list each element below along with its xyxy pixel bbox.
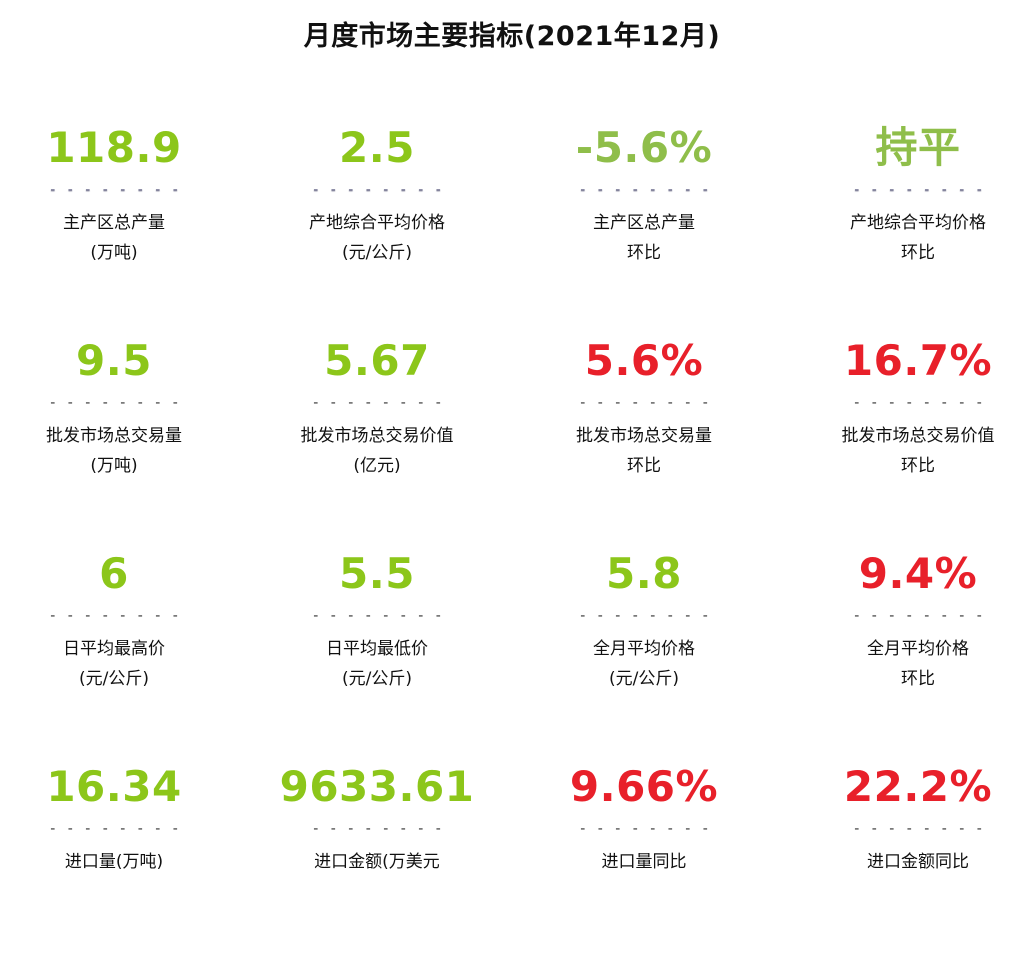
page-title: 月度市场主要指标(2021年12月) [0,14,1024,53]
indicator-value: 9633.61 [247,757,507,817]
indicator-unit: (亿元) [247,451,507,481]
divider: - - - - - - - - [788,612,1024,620]
divider: - - - - - - - - [0,825,244,833]
indicator-value: 6 [0,544,244,604]
indicator-label: 批发市场总交易量 [514,421,774,451]
indicator-card-import-value: 9633.61 - - - - - - - - 进口金额(万美元 [247,757,507,877]
indicator-unit: 环比 [514,451,774,481]
indicator-grid: 118.9 - - - - - - - - 主产区总产量 (万吨) 2.5 - … [0,118,1024,970]
indicator-value: 16.34 [0,757,244,817]
indicator-unit: 环比 [788,664,1024,694]
divider: - - - - - - - - [0,399,244,407]
indicator-card-wholesale-volume: 9.5 - - - - - - - - 批发市场总交易量 (万吨) [0,331,244,481]
indicator-card-wholesale-volume-mom: 5.6% - - - - - - - - 批发市场总交易量 环比 [514,331,774,481]
divider: - - - - - - - - [514,186,774,194]
indicator-label: 产地综合平均价格 [788,208,1024,238]
indicator-value: 5.5 [247,544,507,604]
indicator-label: 进口量(万吨) [0,847,244,877]
indicator-label: 产地综合平均价格 [247,208,507,238]
indicator-card-monthly-avg-price-mom: 9.4% - - - - - - - - 全月平均价格 环比 [788,544,1024,694]
indicator-label: 主产区总产量 [0,208,244,238]
indicator-unit: 环比 [514,238,774,268]
divider: - - - - - - - - [0,186,244,194]
indicator-label: 日平均最低价 [247,634,507,664]
indicator-unit: (万吨) [0,238,244,268]
indicator-value: 118.9 [0,118,244,178]
indicator-label: 批发市场总交易价值 [788,421,1024,451]
indicator-card-wholesale-value: 5.67 - - - - - - - - 批发市场总交易价值 (亿元) [247,331,507,481]
indicator-card-daily-low-price: 5.5 - - - - - - - - 日平均最低价 (元/公斤) [247,544,507,694]
indicator-value: -5.6% [514,118,774,178]
indicator-label: 批发市场总交易价值 [247,421,507,451]
indicator-label: 批发市场总交易量 [0,421,244,451]
indicator-card-import-volume: 16.34 - - - - - - - - 进口量(万吨) [0,757,244,877]
divider: - - - - - - - - [247,825,507,833]
indicator-label: 进口金额(万美元 [247,847,507,877]
indicator-unit: 环比 [788,451,1024,481]
indicator-unit: 环比 [788,238,1024,268]
indicator-card-monthly-avg-price: 5.8 - - - - - - - - 全月平均价格 (元/公斤) [514,544,774,694]
indicator-card-wholesale-value-mom: 16.7% - - - - - - - - 批发市场总交易价值 环比 [788,331,1024,481]
indicator-card-daily-high-price: 6 - - - - - - - - 日平均最高价 (元/公斤) [0,544,244,694]
indicator-label: 主产区总产量 [514,208,774,238]
indicator-value: 9.66% [514,757,774,817]
divider: - - - - - - - - [247,612,507,620]
indicator-card-output-mom: -5.6% - - - - - - - - 主产区总产量 环比 [514,118,774,268]
indicator-value: 9.4% [788,544,1024,604]
indicator-value: 9.5 [0,331,244,391]
indicator-value: 5.6% [514,331,774,391]
indicator-label: 全月平均价格 [514,634,774,664]
indicator-card-price-mom: 持平 - - - - - - - - 产地综合平均价格 环比 [788,118,1024,268]
indicator-value: 5.8 [514,544,774,604]
indicator-unit: (万吨) [0,451,244,481]
indicator-label: 日平均最高价 [0,634,244,664]
indicator-card-import-volume-yoy: 9.66% - - - - - - - - 进口量同比 [514,757,774,877]
indicator-value: 22.2% [788,757,1024,817]
divider: - - - - - - - - [514,399,774,407]
indicator-row: 9.5 - - - - - - - - 批发市场总交易量 (万吨) 5.67 -… [0,331,1024,544]
divider: - - - - - - - - [788,825,1024,833]
indicator-row: 6 - - - - - - - - 日平均最高价 (元/公斤) 5.5 - - … [0,544,1024,757]
indicator-value: 持平 [788,118,1024,178]
divider: - - - - - - - - [247,399,507,407]
indicator-unit: (元/公斤) [514,664,774,694]
indicator-row: 16.34 - - - - - - - - 进口量(万吨) 9633.61 - … [0,757,1024,970]
divider: - - - - - - - - [0,612,244,620]
divider: - - - - - - - - [514,825,774,833]
indicator-card-primary-output: 118.9 - - - - - - - - 主产区总产量 (万吨) [0,118,244,268]
divider: - - - - - - - - [514,612,774,620]
indicator-value: 5.67 [247,331,507,391]
indicator-label: 进口量同比 [514,847,774,877]
divider: - - - - - - - - [788,399,1024,407]
indicator-label: 全月平均价格 [788,634,1024,664]
indicator-value: 2.5 [247,118,507,178]
indicator-value: 16.7% [788,331,1024,391]
indicator-card-origin-price: 2.5 - - - - - - - - 产地综合平均价格 (元/公斤) [247,118,507,268]
divider: - - - - - - - - [247,186,507,194]
indicator-label: 进口金额同比 [788,847,1024,877]
indicator-unit: (元/公斤) [247,238,507,268]
divider: - - - - - - - - [788,186,1024,194]
indicator-row: 118.9 - - - - - - - - 主产区总产量 (万吨) 2.5 - … [0,118,1024,331]
indicator-unit: (元/公斤) [0,664,244,694]
indicator-unit: (元/公斤) [247,664,507,694]
indicator-card-import-value-yoy: 22.2% - - - - - - - - 进口金额同比 [788,757,1024,877]
